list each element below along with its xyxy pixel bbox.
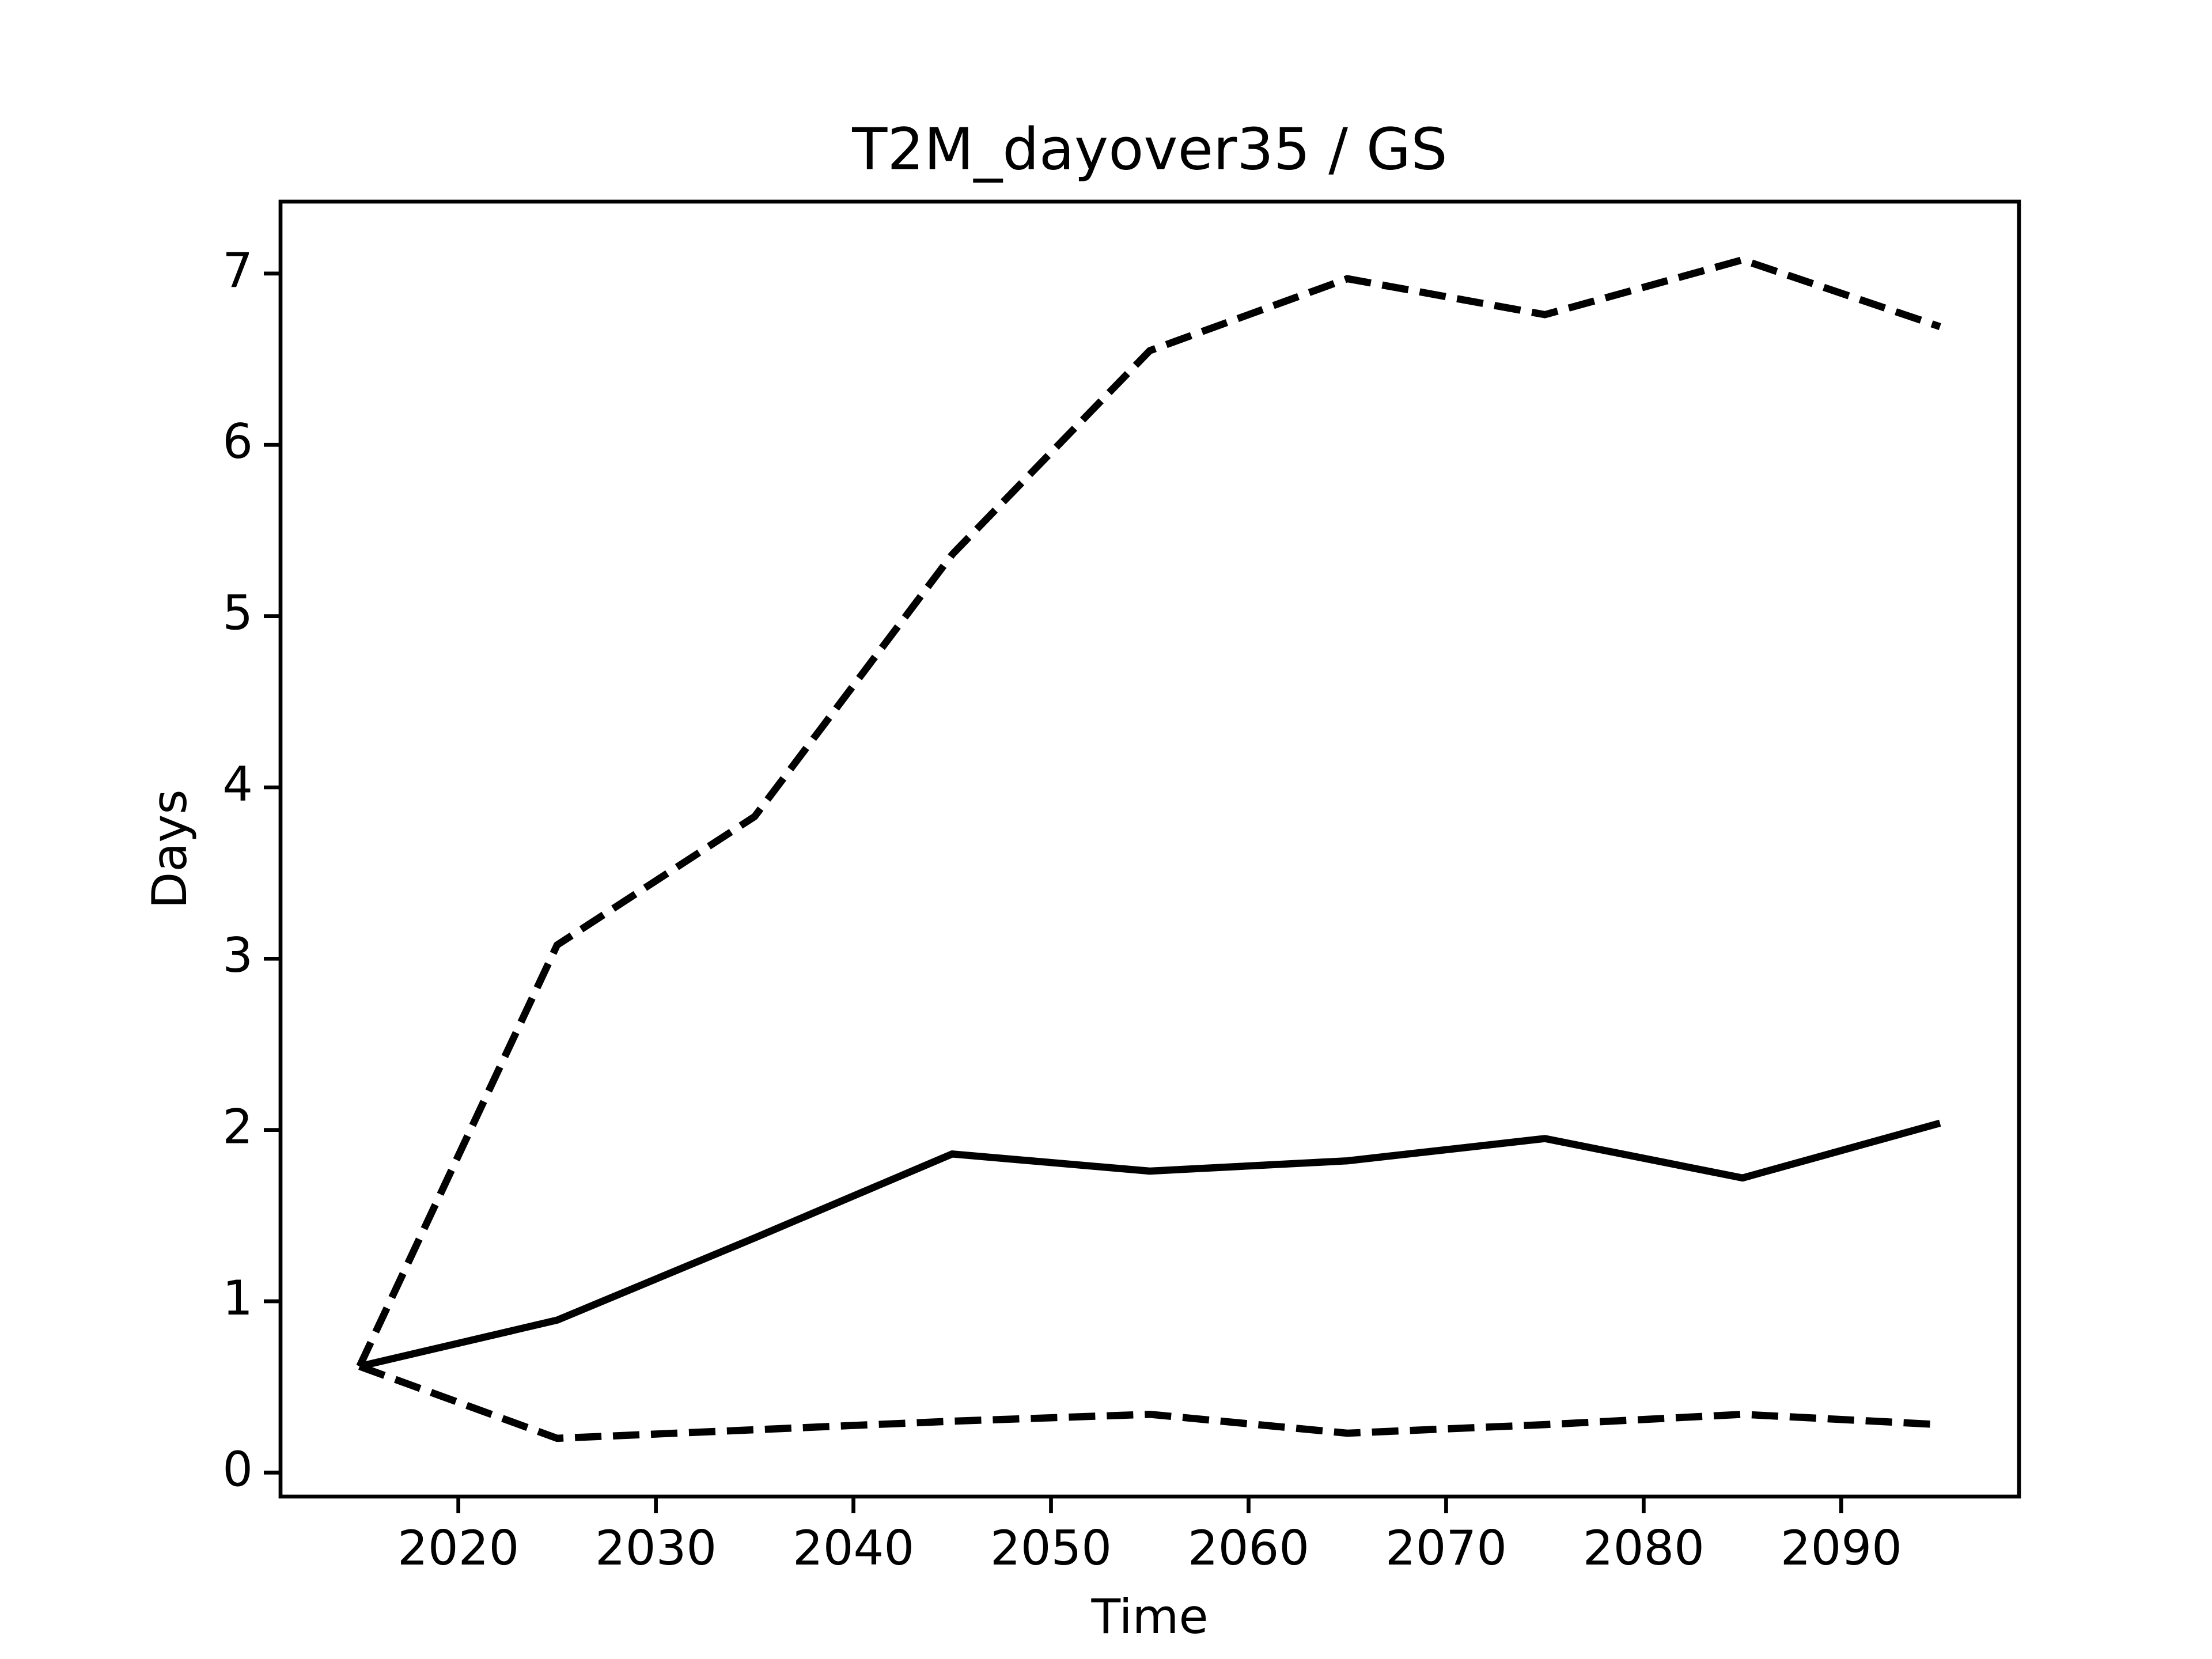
x-tick-label: 2020 (397, 1520, 519, 1576)
x-axis-label: Time (1090, 1589, 1208, 1645)
y-tick-label: 2 (222, 1099, 253, 1155)
y-axis-label: Days (142, 789, 198, 908)
line-series (356, 256, 1941, 1368)
x-tick-label: 2030 (595, 1520, 717, 1576)
x-tick-label: 2050 (990, 1520, 1112, 1576)
y-tick-label: 0 (222, 1441, 253, 1497)
y-tick-label: 4 (222, 756, 253, 812)
x-tick-label: 2040 (793, 1520, 914, 1576)
y-tick-label: 7 (222, 243, 253, 298)
y-tick-label: 1 (222, 1270, 253, 1326)
line-series (358, 1363, 1941, 1442)
y-tick-label: 3 (222, 927, 253, 983)
y-tick-label: 6 (222, 414, 253, 469)
y-tick-label: 5 (222, 585, 253, 641)
x-tick-label: 2090 (1781, 1520, 1902, 1576)
line-series (358, 1119, 1941, 1370)
x-tick-label: 2080 (1583, 1520, 1705, 1576)
x-tick-label: 2060 (1188, 1520, 1309, 1576)
x-tick-label: 2070 (1385, 1520, 1507, 1576)
chart-title: T2M_dayover35 / GS (851, 115, 1447, 183)
plot-frame (278, 199, 2021, 1499)
